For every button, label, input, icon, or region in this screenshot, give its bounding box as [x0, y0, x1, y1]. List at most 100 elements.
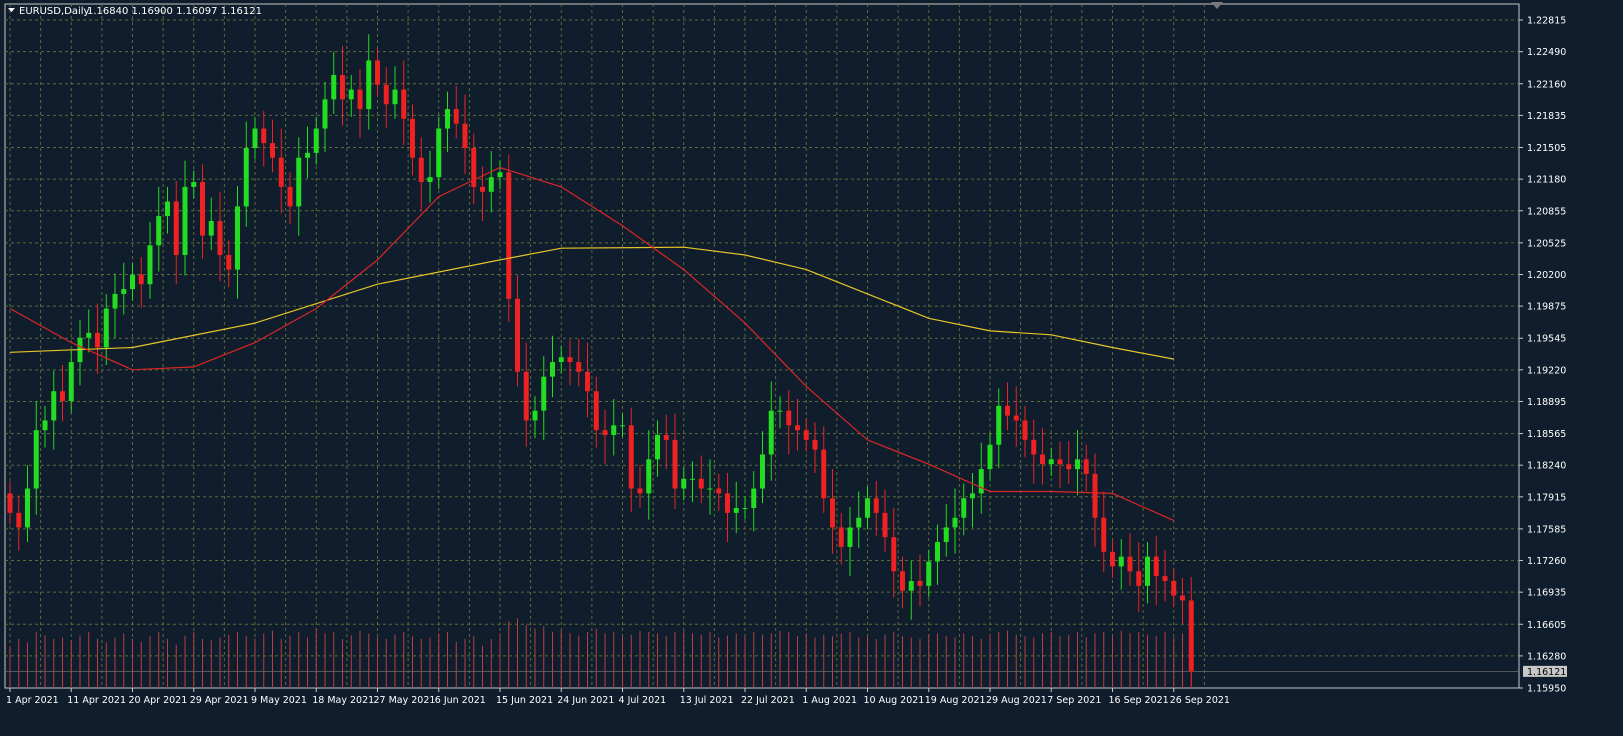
candle-bullish: [86, 332, 92, 338]
candle-bearish: [698, 478, 704, 489]
candle-bullish: [908, 580, 914, 591]
candle-bullish: [112, 293, 118, 309]
candle-bullish: [33, 430, 39, 489]
candle-bearish: [1188, 600, 1194, 672]
candle-bearish: [1005, 405, 1010, 416]
price-tick-label: 1.20525: [1527, 238, 1566, 249]
candle-bearish: [812, 439, 818, 450]
time-tick-label: 4 Jul 2021: [619, 695, 667, 706]
candle-bearish: [95, 332, 100, 348]
price-tick-label: 1.20855: [1527, 206, 1566, 217]
candle-bullish: [961, 498, 967, 518]
candle-bearish: [1153, 556, 1159, 577]
candle-bearish: [803, 430, 809, 440]
candle-bearish: [7, 493, 13, 513]
candle-bearish: [882, 512, 888, 538]
candle-bearish: [1110, 551, 1115, 567]
candle-bearish: [1180, 595, 1185, 601]
time-tick-label: 11 Apr 2021: [67, 695, 126, 706]
candle-bullish: [1048, 459, 1054, 465]
price-tick-label: 1.16280: [1527, 651, 1566, 662]
candle-bullish: [532, 410, 538, 421]
time-tick-label: 19 Aug 2021: [925, 695, 986, 706]
moving-average-50-line: [9, 166, 1175, 522]
candle-bullish: [182, 186, 188, 256]
candle-bullish: [707, 488, 713, 490]
candle-bearish: [375, 60, 380, 85]
candle-bearish: [357, 89, 363, 110]
candle-bearish: [917, 580, 923, 586]
candle-bearish: [725, 493, 730, 513]
price-tick-label: 1.17585: [1527, 524, 1566, 535]
candle-bearish: [270, 143, 275, 158]
candle-bullish: [305, 152, 310, 158]
candle-bearish: [672, 439, 678, 489]
candle-bearish: [1162, 576, 1168, 581]
candle-bullish: [1075, 459, 1080, 470]
candle-bearish: [1083, 459, 1089, 474]
candle-bearish: [1092, 473, 1098, 518]
candle-bullish: [191, 182, 197, 187]
time-tick-label: 24 Jun 2021: [557, 695, 614, 706]
candle-bullish: [1145, 556, 1150, 586]
candle-bullish: [777, 410, 783, 412]
price-tick-label: 1.19220: [1527, 365, 1566, 376]
candle-bullish: [847, 527, 853, 547]
candle-bearish: [838, 527, 844, 547]
candle-bearish: [830, 498, 835, 528]
candlestick-series: [7, 34, 1194, 687]
volume-histogram: [9, 618, 1192, 688]
candle-bullish: [156, 216, 162, 246]
time-tick-label: 6 Jun 2021: [435, 695, 486, 706]
candle-bearish: [637, 488, 643, 494]
candle-bearish: [900, 571, 905, 591]
symbol-menu-triangle-icon[interactable]: [8, 8, 15, 12]
candle-bullish: [103, 308, 109, 348]
price-tick-label: 1.21180: [1527, 175, 1566, 186]
candle-bearish: [410, 118, 415, 158]
candle-bullish: [25, 488, 30, 528]
price-tick-label: 1.18895: [1527, 397, 1566, 408]
candle-bearish: [418, 157, 424, 183]
candle-bearish: [602, 430, 608, 436]
candle-bullish: [427, 177, 433, 183]
candle-bullish: [681, 478, 687, 489]
candle-bearish: [567, 357, 573, 363]
candle-bearish: [628, 425, 634, 489]
candle-bullish: [436, 128, 442, 178]
time-tick-label: 7 Sep 2021: [1047, 695, 1101, 706]
time-tick-label: 29 Apr 2021: [190, 695, 249, 706]
candle-bullish: [558, 357, 564, 363]
candle-bearish: [16, 512, 22, 528]
candle-bearish: [873, 498, 879, 513]
candle-bullish: [366, 60, 372, 110]
candle-bullish: [313, 128, 319, 153]
price-tick-label: 1.21505: [1527, 143, 1566, 154]
candle-bearish: [593, 391, 599, 431]
candle-bullish: [165, 201, 170, 217]
candle-bullish: [970, 493, 975, 499]
chart-shift-marker-icon[interactable]: [1211, 2, 1223, 9]
candle-bullish: [926, 561, 932, 586]
candle-bullish: [751, 488, 757, 508]
time-tick-label: 9 May 2021: [251, 695, 307, 706]
candle-bullish: [147, 245, 153, 285]
candle-bearish: [1136, 571, 1142, 586]
price-tick-label: 1.22490: [1527, 47, 1566, 58]
price-tick-label: 1.17915: [1527, 492, 1566, 503]
candle-bearish: [200, 182, 205, 236]
candle-bullish: [68, 362, 74, 401]
candle-bearish: [453, 109, 459, 124]
price-tick-label: 1.18240: [1527, 461, 1566, 472]
candle-bullish: [865, 498, 870, 518]
candle-bearish: [261, 128, 267, 144]
candle-bearish: [138, 274, 144, 285]
candle-bearish: [515, 298, 520, 372]
price-axis[interactable]: 1.22815 1.22490 1.22160 1.21835 1.21505 1.211…: [1519, 16, 1566, 695]
candle-bullish: [488, 177, 494, 192]
candle-bearish: [471, 148, 477, 187]
time-axis[interactable]: 1 Apr 2021 11 Apr 2021 20 Apr 2021 29 Apr 2…: [6, 688, 1230, 706]
candle-bullish: [760, 454, 765, 489]
